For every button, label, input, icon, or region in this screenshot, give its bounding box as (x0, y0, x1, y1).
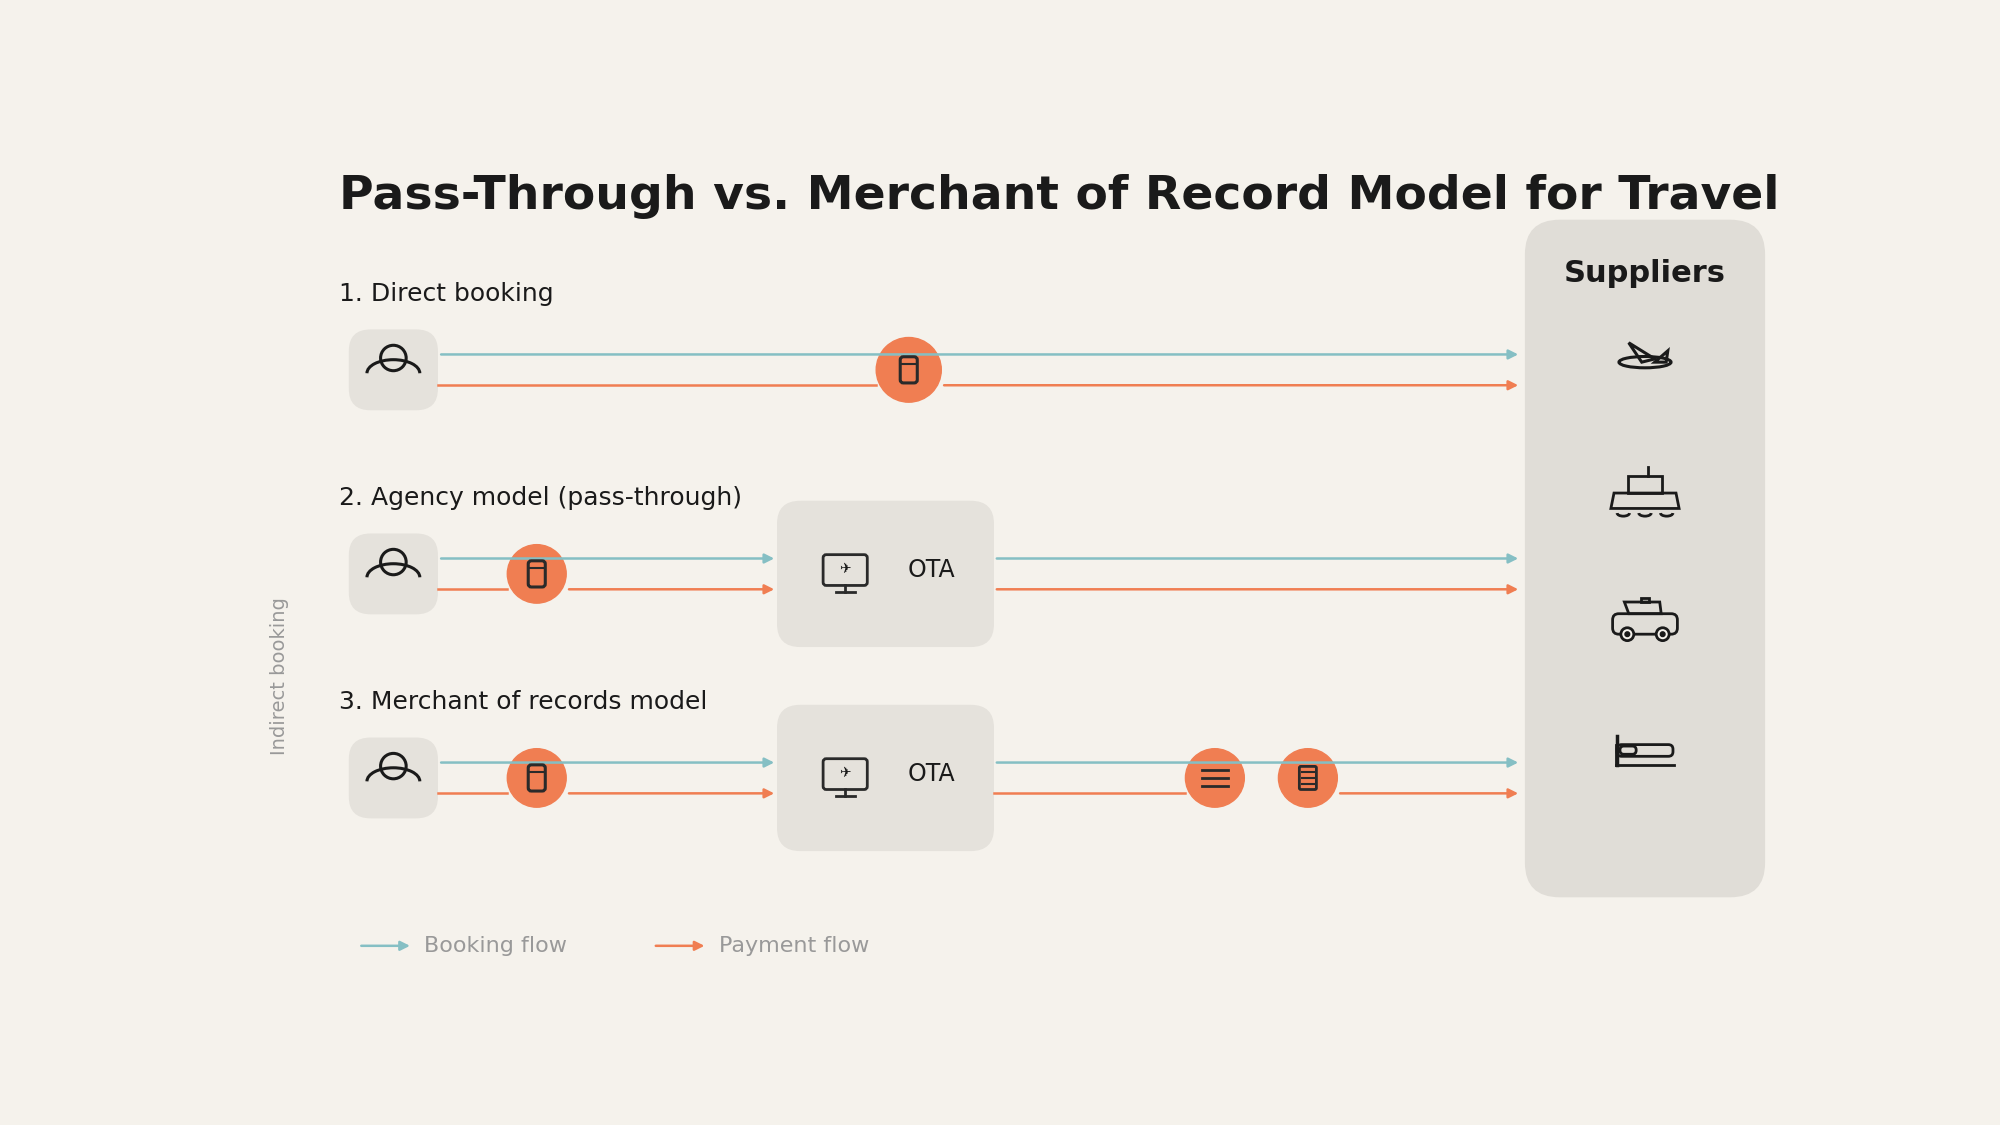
Text: 2. Agency model (pass-through): 2. Agency model (pass-through) (340, 486, 742, 511)
Text: OTA: OTA (908, 558, 954, 582)
Text: Suppliers: Suppliers (1564, 259, 1726, 288)
Text: 1. Direct booking: 1. Direct booking (340, 282, 554, 306)
FancyBboxPatch shape (348, 533, 438, 614)
FancyBboxPatch shape (776, 501, 994, 647)
FancyBboxPatch shape (348, 330, 438, 411)
Circle shape (1186, 749, 1244, 808)
FancyBboxPatch shape (776, 704, 994, 852)
Text: Indirect booking: Indirect booking (270, 597, 288, 755)
FancyBboxPatch shape (1524, 219, 1766, 898)
FancyBboxPatch shape (348, 738, 438, 818)
Circle shape (876, 338, 942, 403)
Circle shape (508, 749, 566, 808)
Text: OTA: OTA (908, 762, 954, 786)
Circle shape (508, 544, 566, 603)
Text: ✈: ✈ (840, 561, 852, 576)
Circle shape (1660, 632, 1666, 637)
Bar (1628, 476, 1662, 493)
Text: 3. Merchant of records model: 3. Merchant of records model (340, 691, 708, 714)
Circle shape (1278, 749, 1338, 808)
Circle shape (1620, 628, 1634, 640)
Bar (1642, 598, 1648, 602)
Text: Payment flow: Payment flow (718, 936, 870, 956)
Text: Booking flow: Booking flow (424, 936, 568, 956)
Text: ✈: ✈ (840, 765, 852, 780)
Circle shape (1624, 632, 1630, 637)
Text: Pass-Through vs. Merchant of Record Model for Travel: Pass-Through vs. Merchant of Record Mode… (340, 174, 1780, 219)
Circle shape (1656, 628, 1670, 640)
